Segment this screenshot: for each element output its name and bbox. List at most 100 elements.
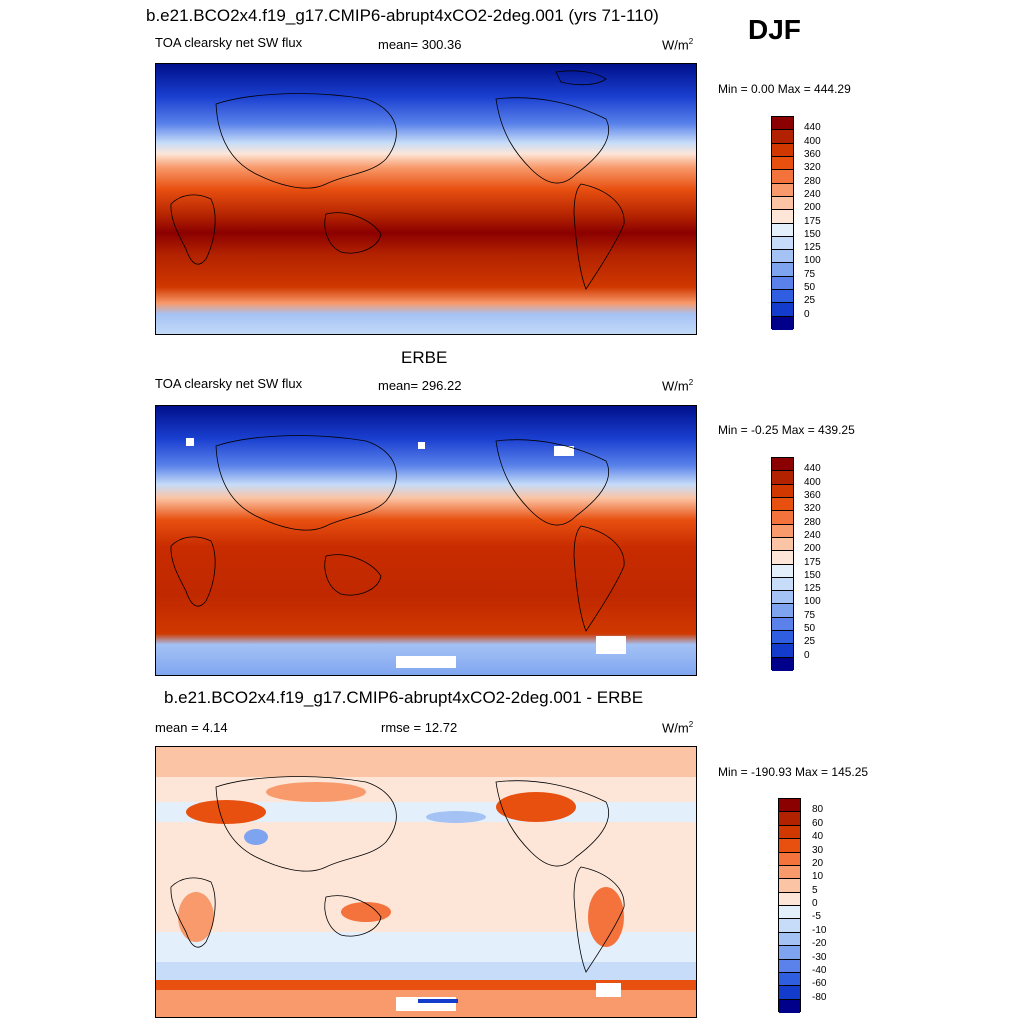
colorbar-swatch <box>772 551 793 565</box>
colorbar-swatch <box>772 156 793 171</box>
colorbar-tick-label: 320 <box>804 162 821 174</box>
colorbar-swatch <box>772 564 793 578</box>
colorbar-tick-label: 10 <box>812 871 824 883</box>
colorbar-tick-label: 440 <box>804 122 821 134</box>
colorbar-swatch <box>779 946 800 960</box>
panel2-title: ERBE <box>401 348 448 367</box>
panel1-variable: TOA clearsky net SW flux <box>155 35 303 50</box>
colorbar-swatch <box>772 303 793 317</box>
colorbar-swatch <box>779 959 800 973</box>
colorbar-tick-label: 100 <box>804 255 821 267</box>
colorbar-swatch <box>779 986 800 1000</box>
colorbar-tick-label: 40 <box>812 831 824 843</box>
colorbar-swatch <box>779 999 800 1013</box>
colorbar-swatch <box>772 458 793 472</box>
colorbar-swatch <box>772 117 793 131</box>
panel1-map <box>155 63 697 335</box>
colorbar-tick-label: 240 <box>804 188 821 200</box>
colorbar-swatch <box>779 865 800 880</box>
colorbar-tick-label: 20 <box>812 857 824 869</box>
panel1-units: W/m2 <box>662 37 694 53</box>
colorbar-tick-label: -60 <box>812 978 827 990</box>
panel2-units: W/m2 <box>662 378 694 394</box>
colorbar-swatch <box>772 524 793 538</box>
panel2-variable: TOA clearsky net SW flux <box>155 376 303 391</box>
colorbar-swatch <box>772 183 793 197</box>
colorbar-swatch <box>772 210 793 224</box>
colorbar-tick-label: 400 <box>804 476 821 488</box>
colorbar-swatch <box>779 879 800 893</box>
colorbar-swatch <box>772 577 793 592</box>
colorbar-swatch <box>772 196 793 211</box>
colorbar-swatch <box>772 631 793 645</box>
colorbar-tick-label: -20 <box>812 938 827 950</box>
panel3-rmse: rmse = 12.72 <box>381 720 458 735</box>
colorbar-tick-label: 0 <box>804 649 810 661</box>
panel2-colorbar <box>771 457 794 671</box>
colorbar-swatch <box>772 223 793 237</box>
colorbar-tick-label: -5 <box>812 911 821 923</box>
colorbar-swatch <box>779 825 800 840</box>
colorbar-tick-label: 25 <box>804 636 816 648</box>
colorbar-tick-label: 400 <box>804 135 821 147</box>
colorbar-tick-label: 360 <box>804 489 821 501</box>
colorbar-tick-label: 50 <box>804 623 816 635</box>
colorbar-swatch <box>772 143 793 157</box>
colorbar-swatch <box>772 657 793 671</box>
colorbar-tick-label: 5 <box>812 884 818 896</box>
colorbar-tick-label: 200 <box>804 202 821 214</box>
colorbar-tick-label: 25 <box>804 295 816 307</box>
colorbar-tick-label: 240 <box>804 529 821 541</box>
colorbar-tick-label: 60 <box>812 817 824 829</box>
panel3-colorbar <box>778 798 801 1013</box>
colorbar-swatch <box>772 236 793 251</box>
colorbar-tick-label: 75 <box>804 609 816 621</box>
panel2-map <box>155 405 697 676</box>
colorbar-swatch <box>772 484 793 498</box>
panel1-map-field <box>156 64 696 334</box>
colorbar-swatch <box>772 170 793 184</box>
panel3-minmax: Min = -190.93 Max = 145.25 <box>718 765 869 779</box>
colorbar-swatch <box>772 263 793 277</box>
colorbar-swatch <box>772 290 793 304</box>
panel2-map-field <box>156 406 696 675</box>
colorbar-swatch <box>779 799 800 813</box>
colorbar-swatch <box>772 130 793 144</box>
colorbar-swatch <box>772 537 793 552</box>
colorbar-swatch <box>779 932 800 947</box>
colorbar-swatch <box>772 316 793 330</box>
colorbar-swatch <box>772 591 793 605</box>
colorbar-swatch <box>779 892 800 906</box>
colorbar-tick-label: -80 <box>812 991 827 1003</box>
season-label: DJF <box>748 14 801 45</box>
colorbar-swatch <box>779 839 800 853</box>
panel1-colorbar <box>771 116 794 330</box>
colorbar-swatch <box>779 852 800 866</box>
colorbar-tick-label: 125 <box>804 583 821 595</box>
panel3-title: b.e21.BCO2x4.f19_g17.CMIP6-abrupt4xCO2-2… <box>164 688 644 707</box>
panel3-map <box>155 746 697 1018</box>
colorbar-swatch <box>772 604 793 618</box>
colorbar-swatch <box>772 497 793 512</box>
colorbar-swatch <box>779 972 800 987</box>
colorbar-swatch <box>779 919 800 933</box>
panel3-mean: mean = 4.14 <box>155 720 228 735</box>
colorbar-swatch <box>772 250 793 264</box>
colorbar-tick-label: 125 <box>804 242 821 254</box>
panel2-minmax: Min = -0.25 Max = 439.25 <box>718 423 855 437</box>
colorbar-tick-label: 50 <box>804 282 816 294</box>
colorbar-tick-label: 200 <box>804 543 821 555</box>
colorbar-tick-label: 150 <box>804 569 821 581</box>
colorbar-swatch <box>779 812 800 826</box>
colorbar-tick-label: 280 <box>804 175 821 187</box>
colorbar-tick-label: 360 <box>804 148 821 160</box>
colorbar-tick-label: 150 <box>804 228 821 240</box>
colorbar-tick-label: 0 <box>804 308 810 320</box>
colorbar-tick-label: -30 <box>812 951 827 963</box>
panel1-mean: mean= 300.36 <box>378 37 462 52</box>
colorbar-swatch <box>772 511 793 525</box>
colorbar-tick-label: 80 <box>812 804 824 816</box>
colorbar-tick-label: -10 <box>812 924 827 936</box>
colorbar-tick-label: 280 <box>804 516 821 528</box>
panel1-title: b.e21.BCO2x4.f19_g17.CMIP6-abrupt4xCO2-2… <box>146 6 659 25</box>
